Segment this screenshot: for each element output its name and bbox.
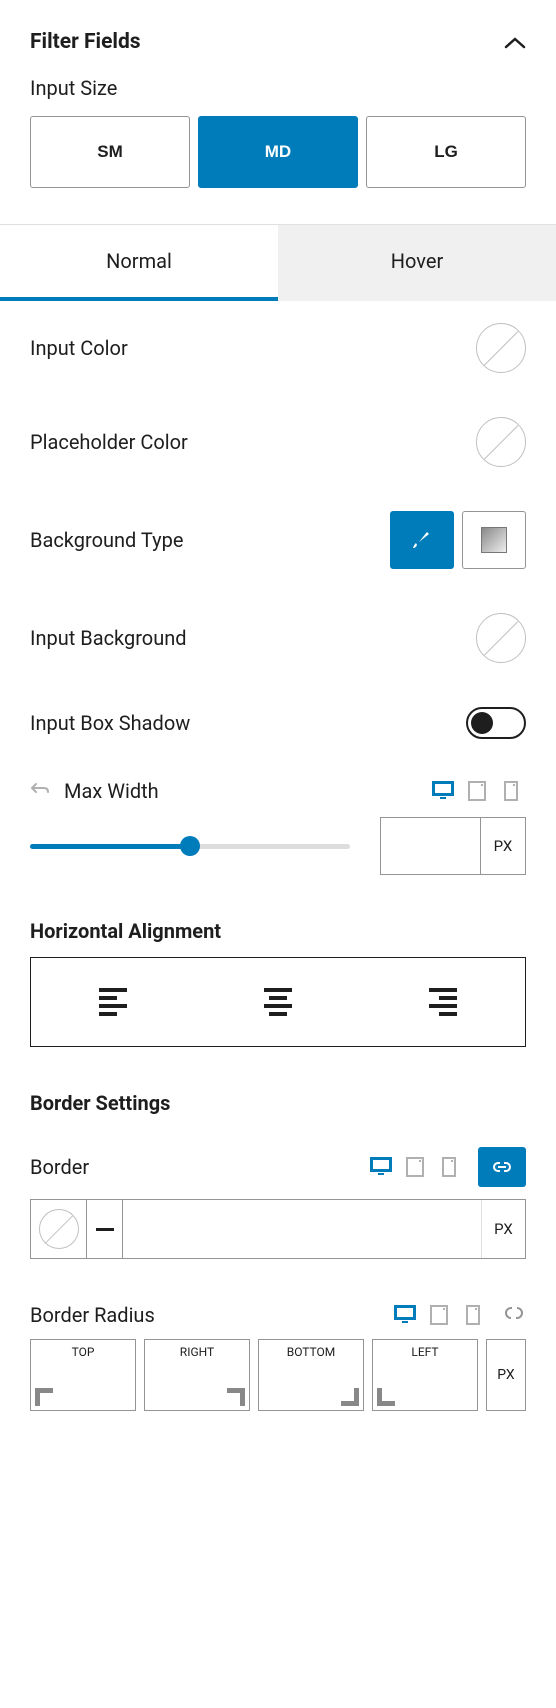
brush-icon: [410, 528, 434, 552]
border-solid-icon: [96, 1228, 114, 1231]
tab-normal[interactable]: Normal: [0, 225, 278, 301]
border-link-button[interactable]: [478, 1147, 526, 1187]
slider-fill: [30, 844, 190, 849]
link-icon: [491, 1160, 513, 1174]
align-left-button[interactable]: [31, 958, 196, 1046]
toggle-knob: [471, 712, 493, 734]
input-color-label: Input Color: [30, 336, 128, 360]
corner-tl-icon: [35, 1388, 53, 1406]
unlink-icon: [502, 1304, 526, 1322]
bg-classic-button[interactable]: [390, 511, 454, 569]
size-sm-button[interactable]: SM: [30, 116, 190, 188]
radius-desktop-icon[interactable]: [394, 1305, 416, 1325]
align-right-icon: [429, 988, 457, 1016]
placeholder-color-swatch[interactable]: [476, 417, 526, 467]
input-box-shadow-label: Input Box Shadow: [30, 711, 190, 735]
size-md-button[interactable]: MD: [198, 116, 358, 188]
tab-hover[interactable]: Hover: [278, 225, 556, 301]
tablet-icon[interactable]: [468, 781, 490, 801]
border-width-input[interactable]: [123, 1200, 481, 1258]
border-style-button[interactable]: [87, 1200, 123, 1258]
corner-bl-icon: [377, 1388, 395, 1406]
desktop-icon[interactable]: [432, 781, 454, 801]
input-background-label: Input Background: [30, 626, 187, 650]
corner-br-icon: [341, 1388, 359, 1406]
align-center-icon: [264, 988, 292, 1016]
radius-top-label: TOP: [31, 1340, 135, 1359]
border-radius-label: Border Radius: [30, 1303, 155, 1327]
align-right-button[interactable]: [360, 958, 525, 1046]
background-type-label: Background Type: [30, 528, 183, 552]
radius-left-cell[interactable]: LEFT: [372, 1339, 478, 1411]
border-tablet-icon[interactable]: [406, 1157, 428, 1177]
border-color-button[interactable]: [31, 1200, 87, 1258]
slider-thumb[interactable]: [180, 836, 200, 856]
chevron-up-icon[interactable]: [504, 28, 526, 56]
size-lg-button[interactable]: LG: [366, 116, 526, 188]
mobile-icon[interactable]: [504, 781, 526, 801]
corner-tr-icon: [227, 1388, 245, 1406]
max-width-slider[interactable]: [30, 844, 350, 849]
border-desktop-icon[interactable]: [370, 1157, 392, 1177]
box-shadow-toggle[interactable]: [466, 707, 526, 739]
max-width-label: Max Width: [64, 779, 159, 803]
input-color-swatch[interactable]: [476, 323, 526, 373]
bg-gradient-button[interactable]: [462, 511, 526, 569]
align-center-button[interactable]: [196, 958, 361, 1046]
radius-bottom-cell[interactable]: BOTTOM: [258, 1339, 364, 1411]
border-settings-title: Border Settings: [0, 1077, 556, 1129]
placeholder-color-label: Placeholder Color: [30, 430, 188, 454]
input-size-label: Input Size: [30, 76, 526, 100]
max-width-input[interactable]: [381, 818, 481, 874]
radius-right-label: RIGHT: [145, 1340, 249, 1359]
undo-icon[interactable]: [30, 779, 50, 803]
border-unit[interactable]: PX: [481, 1200, 525, 1258]
max-width-unit[interactable]: PX: [481, 818, 525, 874]
radius-unlink-button[interactable]: [502, 1304, 526, 1326]
radius-left-label: LEFT: [373, 1340, 477, 1359]
alignment-label: Horizontal Alignment: [0, 905, 556, 957]
input-background-swatch[interactable]: [476, 613, 526, 663]
border-label: Border: [30, 1155, 89, 1179]
section-title: Filter Fields: [30, 30, 141, 54]
align-left-icon: [99, 988, 127, 1016]
radius-mobile-icon[interactable]: [466, 1305, 488, 1325]
gradient-icon: [481, 527, 507, 553]
radius-top-cell[interactable]: TOP: [30, 1339, 136, 1411]
border-color-swatch: [39, 1209, 79, 1249]
border-mobile-icon[interactable]: [442, 1157, 464, 1177]
radius-unit[interactable]: PX: [486, 1339, 526, 1411]
radius-bottom-label: BOTTOM: [259, 1340, 363, 1359]
radius-tablet-icon[interactable]: [430, 1305, 452, 1325]
radius-right-cell[interactable]: RIGHT: [144, 1339, 250, 1411]
